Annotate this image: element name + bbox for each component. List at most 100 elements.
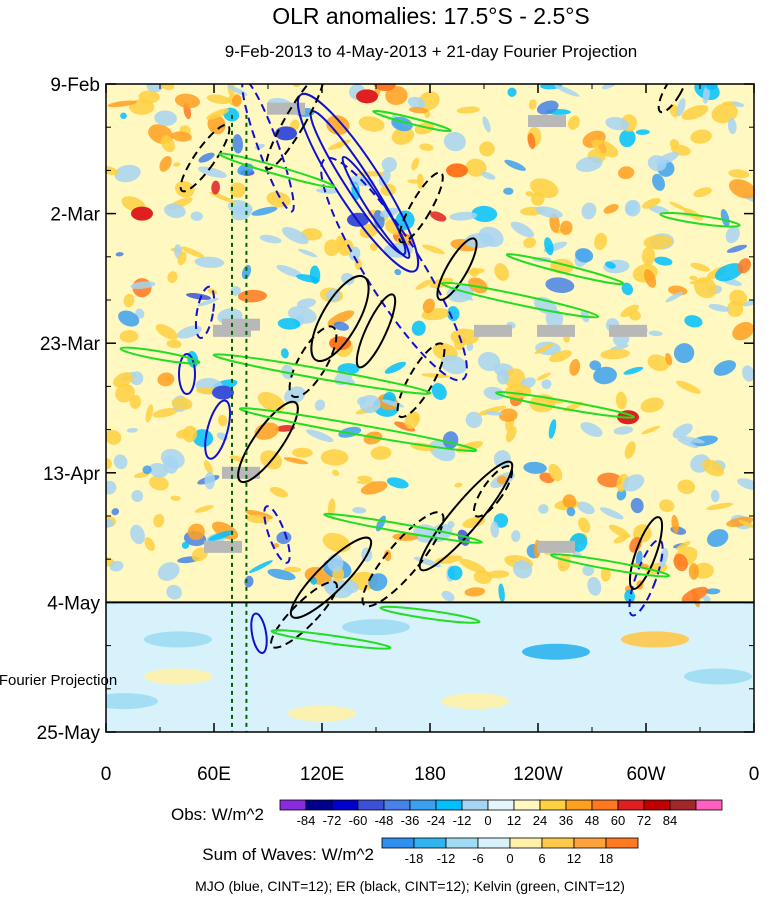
anomaly-blob [599, 507, 624, 520]
anomaly-blob [669, 104, 679, 118]
anomaly-blob [534, 343, 554, 354]
anomaly-blob [468, 277, 488, 294]
kelvin-contour [549, 553, 671, 578]
anomaly-blob [681, 104, 709, 120]
anomaly-blob [737, 258, 751, 274]
anomaly-blob [728, 179, 754, 199]
er-contour [179, 123, 231, 193]
anomaly-blob [600, 566, 611, 582]
x-axis: 0 60E 120E 180 120W 60W 0 [101, 84, 759, 785]
anomaly-blob [504, 159, 526, 171]
anomaly-blob [454, 482, 463, 488]
projection-anomaly [342, 619, 410, 636]
anomaly-blob [450, 288, 474, 301]
colorbar-box [461, 799, 489, 811]
anomaly-blob [624, 589, 635, 603]
anomaly-blob [283, 566, 302, 573]
er-contour [289, 536, 373, 619]
anomaly-blob [207, 114, 226, 135]
anomaly-blob [119, 330, 139, 343]
anomaly-blob [640, 397, 664, 413]
anomaly-blob [593, 366, 617, 385]
projection-anomaly [144, 668, 212, 685]
mjo-contour [320, 156, 468, 382]
anomaly-blob [600, 348, 631, 360]
colorbar-tick-label: 84 [663, 813, 677, 828]
anomaly-blob [538, 504, 549, 514]
anomaly-blob [231, 205, 252, 221]
anomaly-blob [404, 411, 420, 429]
anomaly-blob [702, 85, 710, 104]
anomaly-blob [333, 321, 350, 331]
anomaly-blob [665, 291, 684, 303]
anomaly-blob [370, 446, 392, 460]
colorbar-tick-label: -12 [453, 813, 472, 828]
anomaly-blob [392, 533, 419, 541]
anomaly-blob [381, 156, 397, 173]
legend-footer: MJO (blue, CINT=12); ER (black, CINT=12)… [195, 878, 625, 894]
anomaly-blob [113, 454, 128, 470]
anomaly-blob [484, 411, 503, 416]
strong-anomaly [329, 336, 351, 351]
colorbar-box [513, 799, 541, 811]
obs-colorbar-label: Obs: W/m^2 [171, 805, 264, 824]
colorbar-tick-label: -18 [405, 851, 424, 866]
anomaly-blob [549, 350, 572, 363]
anomaly-blob [407, 179, 421, 184]
anomaly-blob [523, 237, 537, 248]
anomaly-blob [498, 408, 518, 422]
anomaly-blob [450, 328, 480, 346]
chart-title: OLR anomalies: 17.5°S - 2.5°S [272, 3, 590, 29]
anomaly-blob [544, 237, 554, 256]
anomaly-blob [357, 475, 373, 482]
anomaly-blob [732, 101, 745, 108]
kelvin-contour [323, 512, 483, 544]
anomaly-blob [337, 363, 360, 375]
anomaly-blob [702, 595, 711, 603]
x-tick-label: 0 [101, 764, 112, 785]
strong-anomaly [356, 89, 378, 104]
anomaly-blob [523, 461, 547, 474]
colorbar-box [413, 837, 447, 849]
anomaly-blob [530, 178, 559, 198]
anomaly-blob [229, 182, 246, 198]
colorbar-tick-label: 60 [611, 813, 625, 828]
anomaly-blob [360, 481, 388, 495]
y-axis: 9-Feb 2-Mar 23-Mar 13-Apr 4-May 25-May [37, 75, 754, 744]
anomaly-blob [166, 584, 182, 600]
anomaly-blob [677, 438, 698, 449]
anomaly-blob [623, 366, 644, 375]
x-tick-label: 60E [197, 764, 231, 785]
anomaly-blob [391, 126, 415, 145]
anomaly-blob [163, 455, 179, 474]
colorbar-tick-label: 24 [533, 813, 547, 828]
anomaly-blob [326, 115, 350, 135]
anomaly-blob [135, 308, 145, 319]
anomaly-blob [142, 465, 152, 475]
chart-subtitle: 9-Feb-2013 to 4-May-2013 + 21-day Fourie… [225, 42, 637, 61]
anomaly-blob [643, 234, 673, 250]
anomaly-blob [197, 297, 219, 307]
anomaly-blob [693, 562, 714, 579]
anomaly-blob [417, 173, 424, 189]
anomaly-blob [706, 502, 734, 510]
anomaly-blob [594, 232, 607, 251]
anomaly-blob [613, 426, 634, 435]
anomaly-blob [581, 202, 597, 220]
anomaly-blob [512, 560, 533, 579]
anomaly-blob [111, 508, 120, 516]
anomaly-blob [197, 166, 227, 178]
anomaly-blob [154, 110, 177, 126]
anomaly-blob [710, 489, 720, 503]
colorbar-tick-label: -84 [297, 813, 316, 828]
anomaly-blob [194, 256, 225, 268]
anomaly-blob [742, 365, 754, 382]
anomaly-blob [569, 359, 581, 376]
kelvin-contour [238, 407, 478, 453]
anomaly-blob [174, 93, 201, 109]
anomaly-blob [732, 321, 754, 341]
anomaly-blob [152, 407, 179, 418]
anomaly-blob [186, 292, 212, 300]
missing-patch [204, 540, 242, 553]
